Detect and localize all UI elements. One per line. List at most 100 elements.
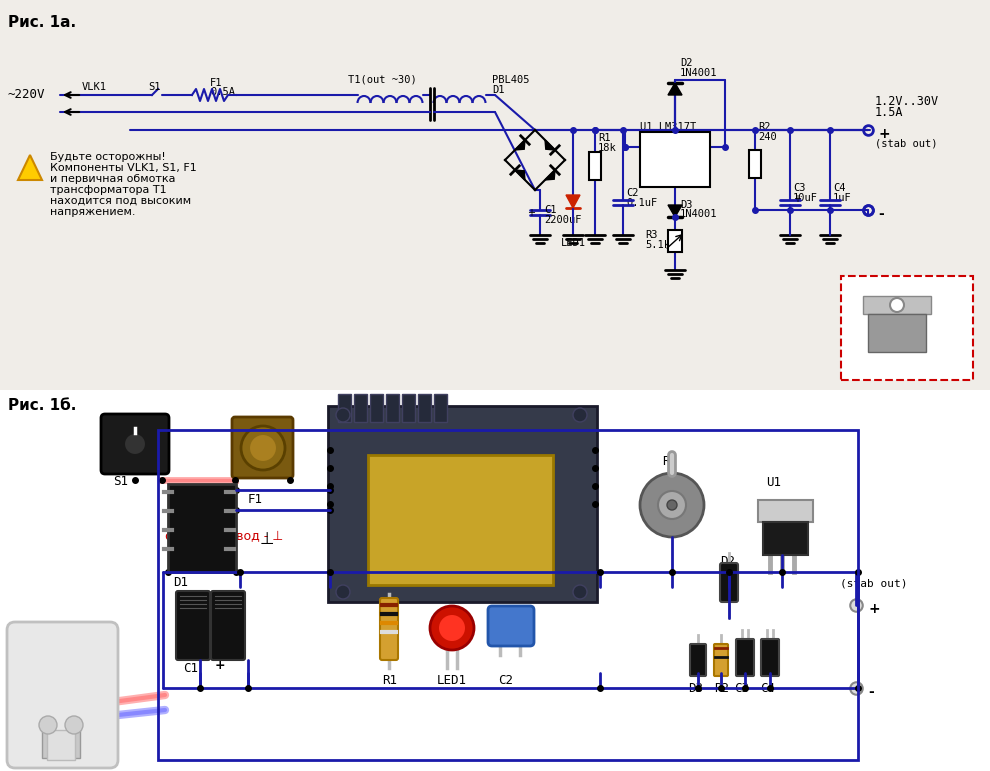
Text: uF: uF <box>181 619 188 624</box>
Bar <box>68 726 80 758</box>
Text: R3: R3 <box>645 230 657 240</box>
Text: -: - <box>868 685 874 699</box>
Text: LED1: LED1 <box>561 238 586 248</box>
FancyBboxPatch shape <box>328 406 597 602</box>
Text: D2: D2 <box>720 555 735 568</box>
Text: CT61BL: CT61BL <box>173 493 201 502</box>
Text: +: + <box>868 602 880 616</box>
Text: R2: R2 <box>714 682 729 695</box>
Polygon shape <box>545 170 555 180</box>
Text: Компоненты VLK1, S1, F1: Компоненты VLK1, S1, F1 <box>50 163 197 173</box>
Bar <box>168 484 236 572</box>
Text: 0.1uF: 0.1uF <box>626 198 657 208</box>
Bar <box>354 394 367 422</box>
Polygon shape <box>566 195 580 208</box>
Text: 0.1uF: 0.1uF <box>496 617 517 623</box>
Text: общий провод - ⊥: общий провод - ⊥ <box>165 530 283 543</box>
Text: PBL405: PBL405 <box>173 502 201 511</box>
Bar <box>418 394 431 422</box>
Bar <box>0 0 990 390</box>
Bar <box>370 394 383 422</box>
Circle shape <box>667 500 677 510</box>
Text: R2: R2 <box>758 122 770 132</box>
FancyBboxPatch shape <box>211 591 245 660</box>
Bar <box>47 730 75 760</box>
Text: S1: S1 <box>148 82 160 92</box>
FancyBboxPatch shape <box>690 644 706 676</box>
FancyBboxPatch shape <box>720 563 738 602</box>
Text: + AC -: + AC - <box>173 511 201 520</box>
Bar <box>42 726 54 758</box>
Text: D1: D1 <box>492 85 505 95</box>
Polygon shape <box>515 170 525 180</box>
Text: 2200: 2200 <box>181 611 196 616</box>
Text: IN   OUT: IN OUT <box>643 137 690 147</box>
Text: 1.5A: 1.5A <box>875 106 904 119</box>
FancyBboxPatch shape <box>7 622 118 768</box>
Text: C3: C3 <box>793 183 806 193</box>
Text: -: - <box>878 207 884 221</box>
Text: D1: D1 <box>173 576 188 589</box>
Bar <box>402 394 415 422</box>
Bar <box>868 314 926 352</box>
Text: C2: C2 <box>626 188 639 198</box>
Text: PBL405: PBL405 <box>492 75 530 85</box>
FancyBboxPatch shape <box>176 591 210 660</box>
Text: S1: S1 <box>113 475 128 488</box>
Text: 240: 240 <box>758 132 777 142</box>
Text: VLK1: VLK1 <box>25 757 55 770</box>
Text: 5.1k: 5.1k <box>645 240 670 250</box>
Text: 35V: 35V <box>181 603 192 608</box>
FancyBboxPatch shape <box>736 639 754 676</box>
Circle shape <box>65 716 83 734</box>
Text: трансформатора Т1: трансформатора Т1 <box>50 185 166 195</box>
Text: 35V: 35V <box>216 603 228 608</box>
Text: R3: R3 <box>662 455 677 468</box>
Text: 0.5A: 0.5A <box>210 87 235 97</box>
Text: LM317T: LM317T <box>765 527 787 532</box>
Circle shape <box>640 473 704 537</box>
Text: VLK1: VLK1 <box>82 82 107 92</box>
Text: 2200: 2200 <box>216 611 231 616</box>
Polygon shape <box>545 140 555 150</box>
FancyBboxPatch shape <box>761 639 779 676</box>
Text: F1: F1 <box>210 78 223 88</box>
Text: Рис. 1а.: Рис. 1а. <box>8 15 76 30</box>
Bar <box>368 455 553 585</box>
FancyBboxPatch shape <box>488 606 534 646</box>
Bar <box>763 522 808 555</box>
Text: Будьте осторожны!: Будьте осторожны! <box>50 152 165 162</box>
Text: LED1: LED1 <box>437 674 467 687</box>
Text: +: + <box>527 208 535 218</box>
Text: +: + <box>736 638 744 648</box>
Circle shape <box>658 491 686 519</box>
Text: 1N4001: 1N4001 <box>680 68 718 78</box>
Text: F1: F1 <box>248 493 263 506</box>
Text: uF: uF <box>216 619 224 624</box>
Text: Рис. 1б.: Рис. 1б. <box>8 398 76 413</box>
Bar <box>434 394 447 422</box>
Circle shape <box>573 585 587 599</box>
Circle shape <box>439 615 465 641</box>
Text: +: + <box>762 638 770 648</box>
Polygon shape <box>668 205 682 217</box>
FancyBboxPatch shape <box>714 644 728 676</box>
Bar <box>0 390 990 771</box>
Circle shape <box>336 408 350 422</box>
Circle shape <box>573 408 587 422</box>
Text: 1.2V..30V: 1.2V..30V <box>875 95 940 108</box>
Bar <box>338 394 351 422</box>
Text: R1: R1 <box>598 133 611 143</box>
Polygon shape <box>668 83 682 95</box>
Text: 1uF: 1uF <box>833 193 851 203</box>
FancyBboxPatch shape <box>380 598 398 660</box>
Bar <box>668 230 682 252</box>
Text: D2: D2 <box>680 58 692 68</box>
FancyBboxPatch shape <box>101 414 169 474</box>
Text: T1(out ~30): T1(out ~30) <box>348 75 417 85</box>
Text: 10uF: 10uF <box>793 193 818 203</box>
Text: 2200uF: 2200uF <box>544 215 581 225</box>
Text: U1: U1 <box>766 476 781 489</box>
Circle shape <box>124 433 146 455</box>
Bar <box>386 394 399 422</box>
